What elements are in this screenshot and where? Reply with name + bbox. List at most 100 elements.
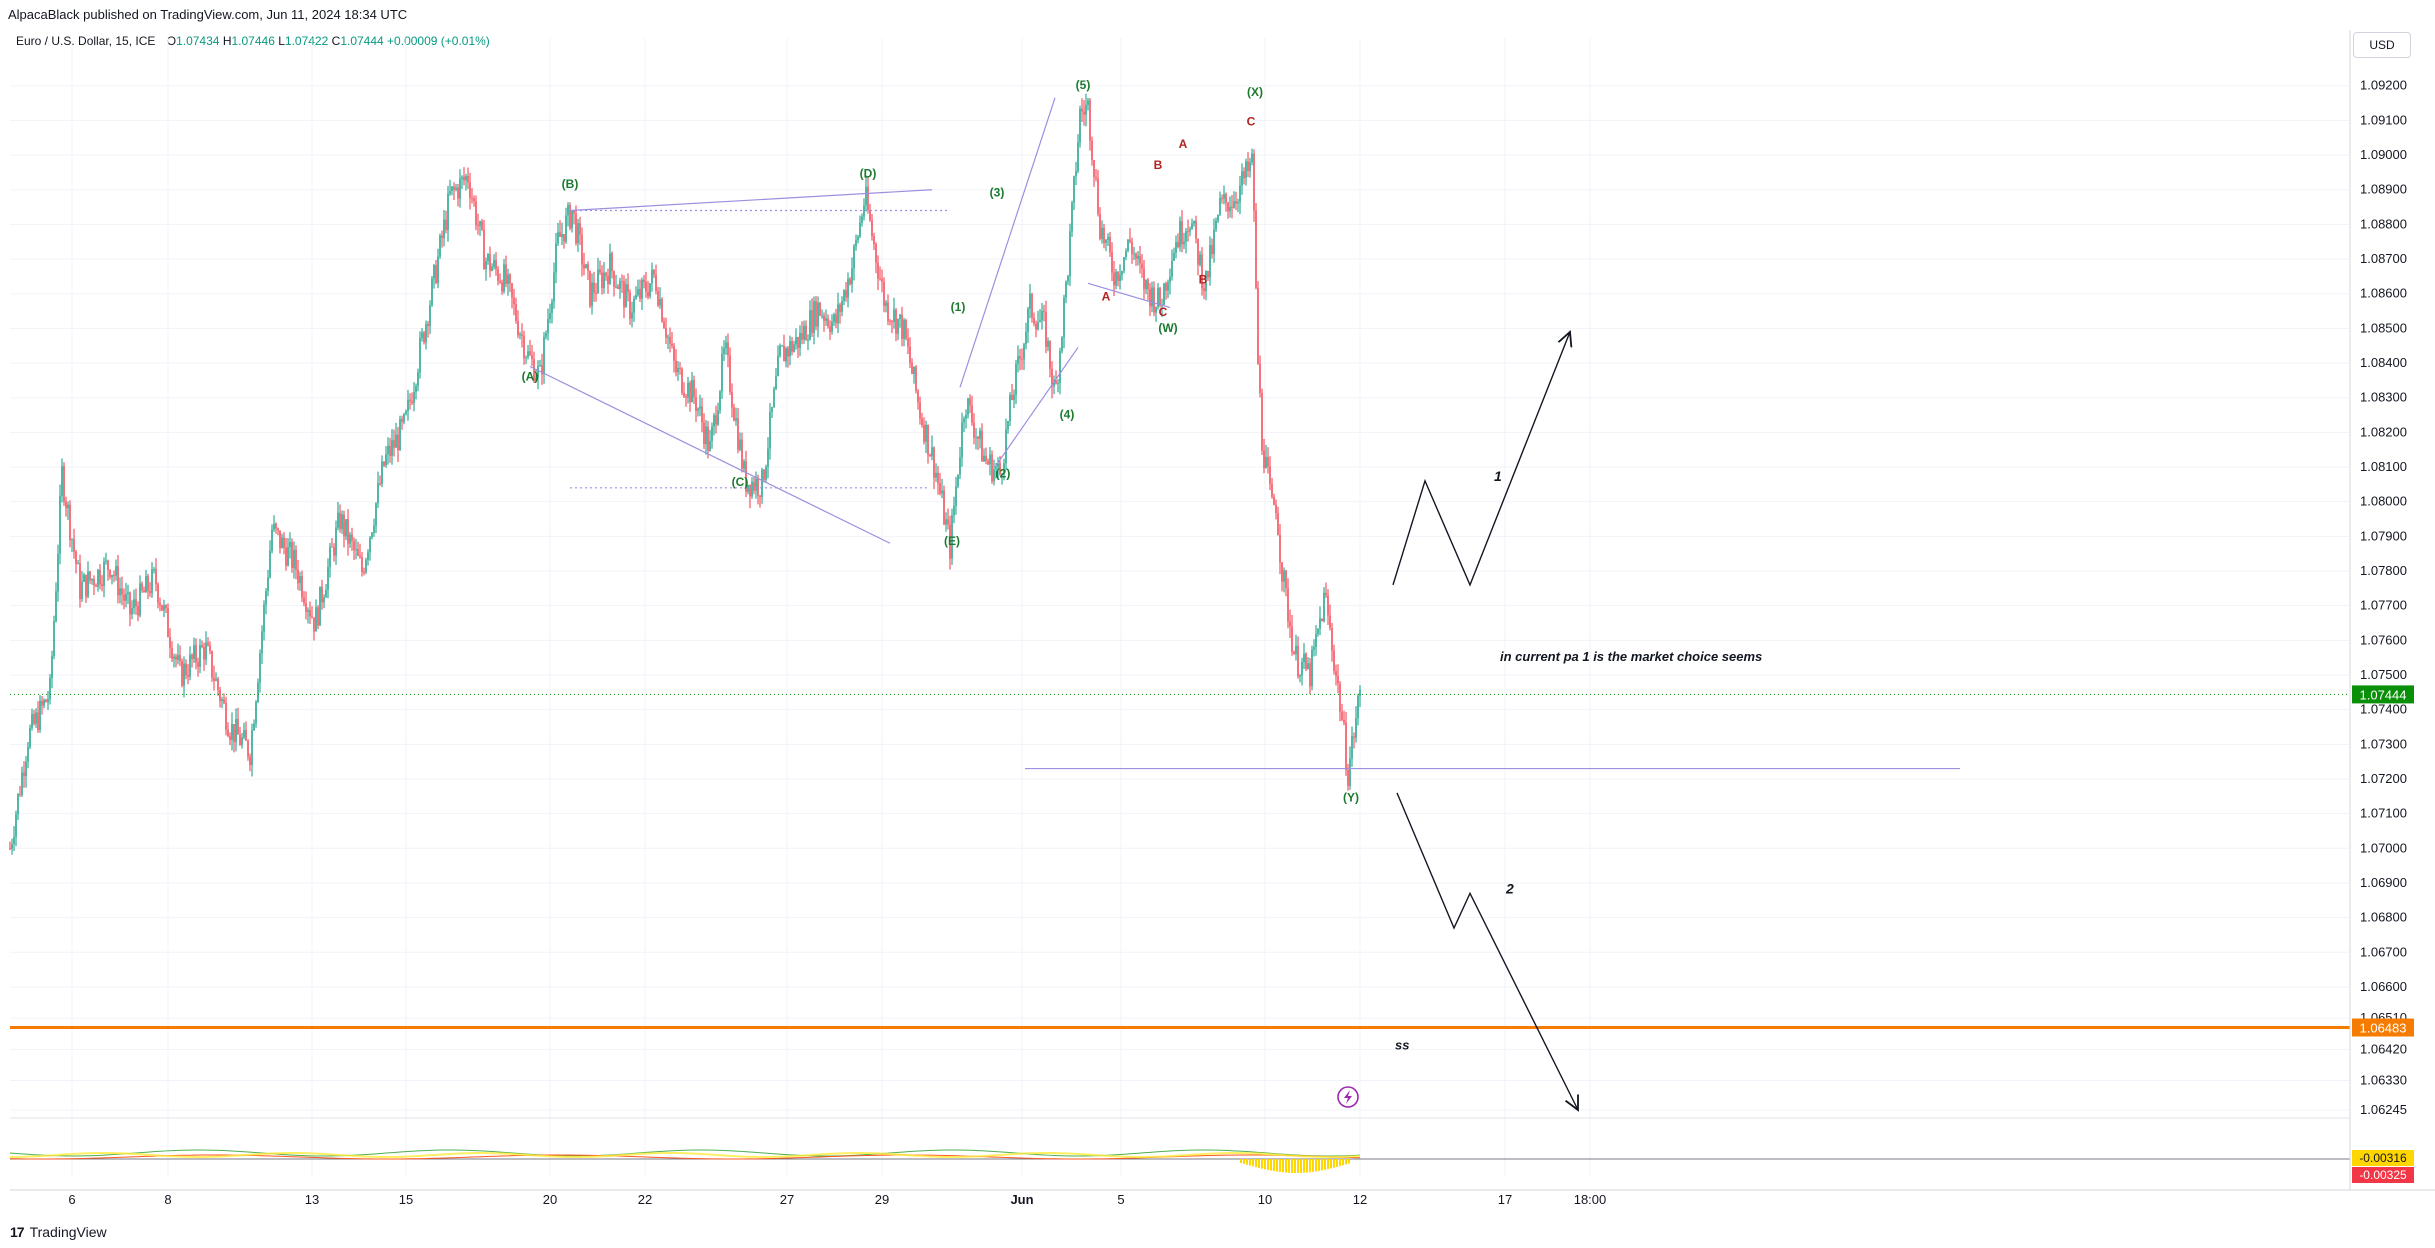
candle-body <box>1235 201 1237 204</box>
candle-body <box>607 275 609 284</box>
candle-body <box>1297 645 1299 677</box>
candle-body <box>469 182 471 199</box>
candle-body <box>689 382 691 403</box>
candle-body <box>1181 220 1183 245</box>
candle-body <box>877 262 879 279</box>
candle-body <box>611 253 613 272</box>
open-label: O <box>166 34 177 48</box>
candle-body <box>1081 108 1083 112</box>
candle-body <box>1359 689 1361 697</box>
candle-body <box>351 534 353 542</box>
candle-body <box>459 178 461 199</box>
candle-body <box>707 426 709 451</box>
candle-body <box>447 193 449 230</box>
candle-body <box>357 549 359 556</box>
candle-body <box>63 466 65 502</box>
candle-body <box>777 355 779 377</box>
candle-body <box>507 274 509 284</box>
candle-body <box>347 519 349 544</box>
candle-body <box>555 243 557 273</box>
price-tag-label: 1.07444 <box>2360 687 2407 702</box>
candle-body <box>957 474 959 487</box>
candle-body <box>659 299 661 306</box>
candle-body <box>107 560 109 571</box>
candle-body <box>143 590 145 593</box>
candle-body <box>803 325 805 340</box>
candle-body <box>189 654 191 677</box>
change-value: +0.00009 (+0.01%) <box>387 34 490 48</box>
candle-body <box>1285 570 1287 589</box>
candle-body <box>1225 194 1227 203</box>
candle-body <box>547 319 549 334</box>
candle-body <box>1327 595 1329 616</box>
symbol-name[interactable]: Euro / U.S. Dollar, 15, ICE <box>16 34 156 48</box>
candle-body <box>51 656 53 679</box>
candle-body <box>321 586 323 603</box>
candle-body <box>1311 649 1313 687</box>
candle-body <box>1077 142 1079 172</box>
candle-body <box>561 234 563 237</box>
candle-body <box>1035 323 1037 330</box>
candle-body <box>61 466 63 496</box>
trendline <box>1087 282 1171 309</box>
candle-body <box>545 333 547 337</box>
candle-body <box>767 448 769 467</box>
y-tick-label: 1.06245 <box>2360 1102 2407 1117</box>
candle-body <box>383 461 385 466</box>
candle-body <box>937 472 939 484</box>
candle-body <box>219 689 221 702</box>
candle-body <box>87 571 89 597</box>
candle-body <box>79 563 81 600</box>
price-tag-label: 1.06483 <box>2360 1021 2407 1036</box>
candle-body <box>415 386 417 392</box>
candle-body <box>647 291 649 297</box>
candle-body <box>991 454 993 482</box>
candle-body <box>1155 306 1157 313</box>
candle-body <box>549 313 551 320</box>
candle-body <box>303 597 305 604</box>
candle-body <box>827 318 829 327</box>
candle-body <box>343 514 345 537</box>
candle-body <box>761 469 763 497</box>
candle-body <box>91 578 93 581</box>
candle-body <box>1231 206 1233 208</box>
candle-body <box>1009 394 1011 422</box>
low-value: 1.07422 <box>284 34 329 48</box>
candle-body <box>1321 618 1323 622</box>
indicator-histogram-bar <box>1321 1159 1323 1171</box>
projection-path <box>1392 332 1570 587</box>
candle-body <box>1239 185 1241 203</box>
candle-body <box>685 396 687 398</box>
candle-body <box>813 301 815 333</box>
currency-button[interactable]: USD <box>2353 32 2411 58</box>
candle-body <box>263 604 265 632</box>
candle-body <box>1083 111 1085 115</box>
candle-body <box>293 549 295 569</box>
high-value: 1.07446 <box>231 34 275 48</box>
candle-body <box>825 318 827 321</box>
candle-body <box>27 747 29 762</box>
candle-body <box>701 406 703 423</box>
candle-body <box>537 366 539 378</box>
candle-body <box>15 814 17 837</box>
candle-body <box>203 647 205 660</box>
candle-body <box>417 372 419 387</box>
candle-body <box>683 392 685 397</box>
candle-body <box>39 700 41 731</box>
candle-body <box>445 219 447 230</box>
candle-body <box>703 422 705 444</box>
candle-body <box>409 399 411 402</box>
candle-body <box>941 490 943 494</box>
candle-body <box>395 434 397 448</box>
candle-body <box>945 519 947 525</box>
candle-body <box>793 344 795 352</box>
candle-body <box>175 656 177 660</box>
candle-body <box>817 302 819 327</box>
wave-label: B <box>1154 158 1163 172</box>
indicator-histogram-bar <box>1303 1159 1305 1173</box>
candle-body <box>577 223 579 244</box>
candle-body <box>883 281 885 306</box>
candle-body <box>1323 592 1325 622</box>
indicator-histogram-bar <box>1318 1159 1320 1171</box>
